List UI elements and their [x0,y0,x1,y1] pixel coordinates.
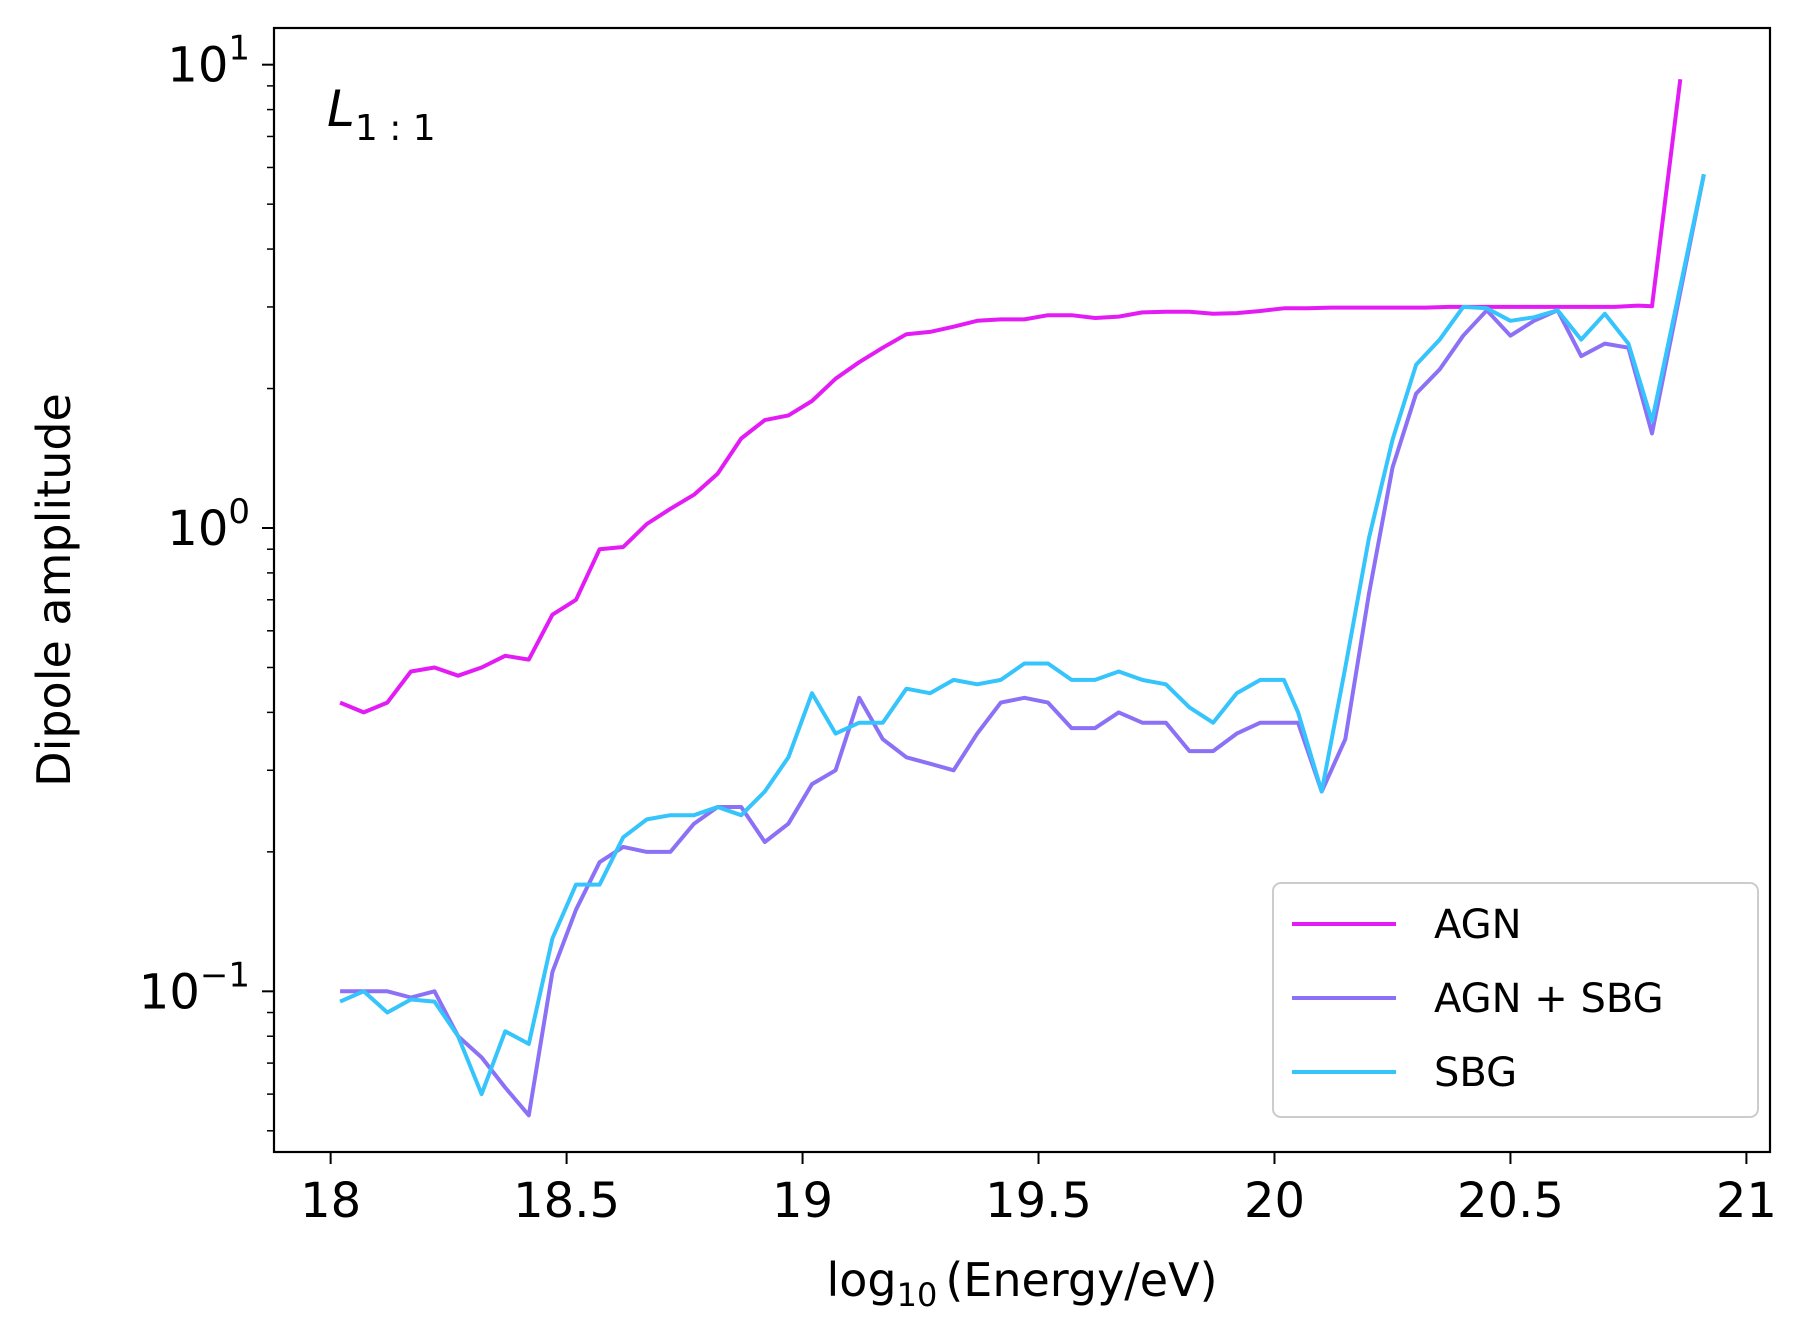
legend: AGN AGN + SBG SBG [1272,882,1759,1118]
x-tick-label: 18.5 [513,1173,620,1229]
legend-label-sbg: SBG [1434,1050,1517,1096]
legend-box [1272,882,1759,1118]
y-tick-label: 100 [167,492,250,557]
y-tick-label: 101 [167,29,250,94]
x-label-prefix: log [826,1253,896,1307]
series-lines [339,79,1706,1118]
y-axis: 10−1 100 101 [139,29,274,1132]
x-label-suffix: (Energy/eV) [945,1253,1217,1307]
panel-annotation: L1 : 1 [327,80,436,149]
legend-label-agn: AGN [1434,902,1522,948]
y-tick-label: 10−1 [139,955,250,1020]
x-tick-label: 21 [1716,1173,1777,1229]
annotation-subscript: 1 : 1 [355,108,436,149]
y-axis-label: Dipole amplitude [27,393,81,787]
x-tick-label: 20 [1244,1173,1305,1229]
series-line-agn-sbg [340,173,1706,1118]
legend-label-agn-sbg: AGN + SBG [1434,976,1664,1022]
x-tick-label: 20.5 [1457,1173,1564,1229]
x-label-subscript: 10 [897,1276,938,1314]
series-line-sbg [339,173,1706,1097]
x-axis: 18 18.5 19 19.5 20 20.5 21 [300,1152,1777,1229]
plot-frame [272,26,1772,1154]
x-tick-label: 19 [772,1173,833,1229]
x-tick-label: 18 [300,1173,361,1229]
x-axis-label: log10 (Energy/eV) [826,1253,1217,1314]
x-tick-label: 19.5 [985,1173,1092,1229]
annotation-main: L [327,80,355,138]
